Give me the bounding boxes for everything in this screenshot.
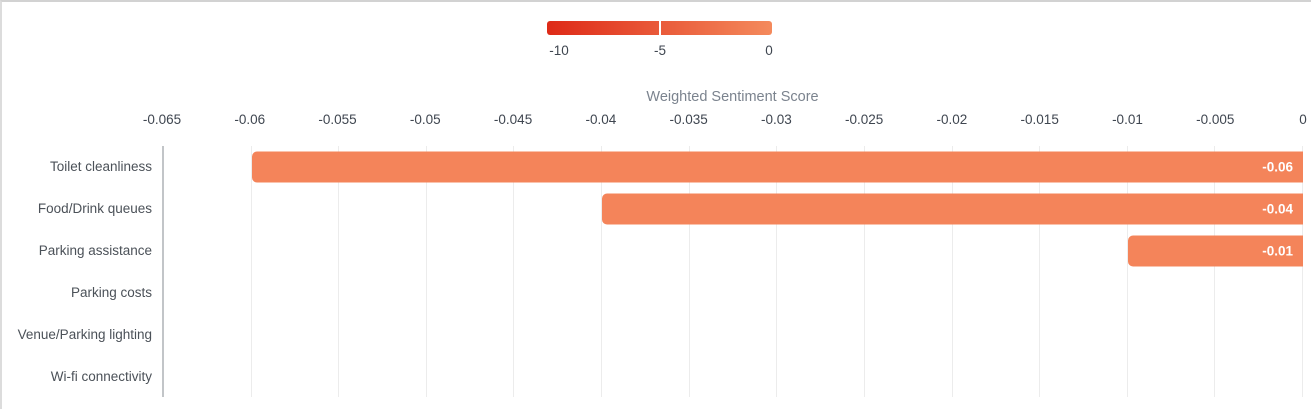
x-tick-label: -0.015 <box>1020 112 1059 127</box>
color-legend-max-label: 0 <box>765 43 773 58</box>
x-tick-label: -0.055 <box>318 112 357 127</box>
category-label: Parking assistance <box>38 243 152 259</box>
x-tick-label: -0.02 <box>936 112 968 127</box>
chart-row <box>164 271 1303 313</box>
chart-row <box>164 313 1303 355</box>
chart-row: -0.01 <box>164 230 1303 272</box>
x-tick-label: -0.03 <box>760 112 792 127</box>
x-tick-label: -0.065 <box>142 112 182 127</box>
x-tick-label: -0.005 <box>1196 112 1235 127</box>
x-tick-label: -0.025 <box>845 112 884 127</box>
gridline <box>425 146 427 397</box>
x-tick-label: 0 <box>1299 112 1307 127</box>
bar-value-label: -0.06 <box>1262 159 1293 175</box>
gridline <box>1302 146 1303 397</box>
gridline <box>1126 146 1128 397</box>
gridline <box>863 146 865 397</box>
chart-row: -0.06 <box>164 146 1303 188</box>
gridline <box>601 146 603 397</box>
category-label: Venue/Parking lighting <box>17 326 152 342</box>
x-tick-label: -0.01 <box>1112 112 1143 127</box>
x-axis: -0.065 -0.06 -0.055 -0.05 -0.045 -0.04 -0.035 -… <box>143 112 1307 132</box>
gridline <box>250 146 252 397</box>
gridline <box>1039 146 1041 397</box>
bar[interactable]: -0.01 <box>1127 235 1303 267</box>
x-tick-label: -0.05 <box>409 112 441 127</box>
chart-row: -0.04 <box>164 188 1303 230</box>
color-legend-gradient <box>547 20 772 36</box>
plot-area: -0.06 -0.04 -0.01 <box>162 146 1303 397</box>
color-legend-mid-tick <box>658 20 661 36</box>
y-axis-labels: Toilet cleanliness Food/Drink queues Parki… <box>2 146 152 397</box>
category-label: Wi-fi connectivity <box>50 368 152 384</box>
color-legend-min-label: -10 <box>549 43 569 58</box>
category-label: Food/Drink queues <box>37 201 152 217</box>
category-label: Parking costs <box>70 284 152 300</box>
x-tick-label: -0.06 <box>234 112 266 127</box>
bar-value-label: -0.04 <box>1262 201 1293 217</box>
x-tick-label: -0.04 <box>585 112 617 127</box>
bar[interactable]: -0.04 <box>602 193 1303 225</box>
color-legend: -10 -5 0 <box>547 20 773 61</box>
chart-row <box>164 355 1303 397</box>
gridline <box>338 146 340 397</box>
gridline <box>951 146 953 397</box>
x-tick-label: -0.045 <box>493 112 533 127</box>
bar-rows: -0.06 -0.04 -0.01 <box>164 146 1303 397</box>
bar-value-label: -0.01 <box>1262 243 1293 259</box>
color-legend-mid-label: -5 <box>653 43 667 58</box>
bar[interactable]: -0.06 <box>251 151 1303 183</box>
gridline <box>1214 146 1216 397</box>
gridline <box>688 146 690 397</box>
x-axis-title: Weighted Sentiment Score <box>646 89 819 105</box>
category-label: Toilet cleanliness <box>49 159 152 175</box>
gridline <box>776 146 778 397</box>
gridline <box>513 146 515 397</box>
x-tick-label: -0.035 <box>669 112 708 127</box>
